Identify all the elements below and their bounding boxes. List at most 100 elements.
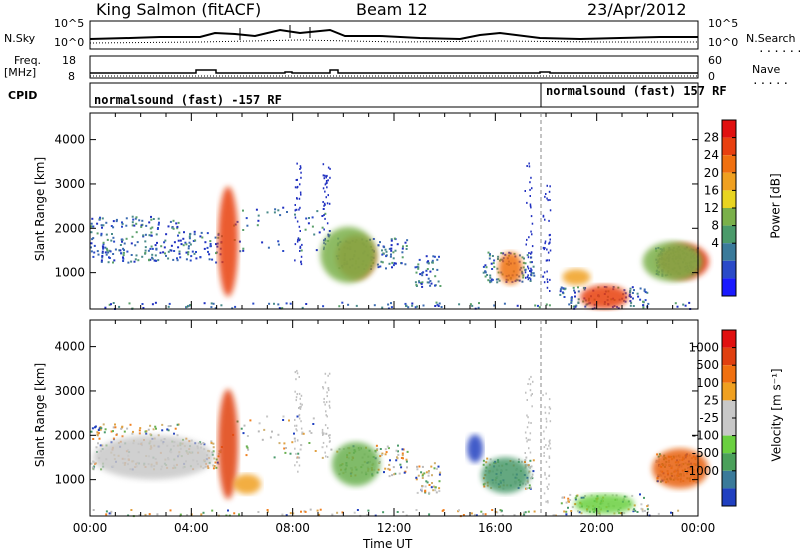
backscatter-point (372, 238, 375, 240)
backscatter-point (393, 237, 396, 240)
backscatter-point (530, 215, 533, 218)
x-tick-label: 08:00 (275, 521, 310, 535)
backscatter-point (388, 463, 391, 466)
backscatter-point (122, 256, 124, 259)
backscatter-point (426, 261, 429, 264)
backscatter-point (436, 258, 439, 261)
backscatter-point (138, 514, 141, 517)
backscatter-point (105, 253, 108, 256)
backscatter-point (682, 303, 685, 306)
backscatter-point (323, 202, 326, 205)
backscatter-point (381, 249, 383, 252)
backscatter-point (544, 240, 547, 243)
backscatter-point (322, 187, 325, 190)
backscatter-point (300, 255, 303, 258)
backscatter-point (109, 512, 112, 515)
backscatter-point (484, 264, 487, 267)
backscatter-patch (93, 435, 214, 480)
nsky-tick-bottom: 10^0 (54, 36, 85, 49)
backscatter-point (521, 272, 524, 275)
backscatter-point (639, 493, 641, 496)
backscatter-point (305, 303, 308, 305)
backscatter-point (311, 216, 314, 219)
backscatter-point (526, 238, 528, 241)
backscatter-point (524, 431, 527, 434)
backscatter-point (623, 289, 626, 292)
backscatter-point (502, 252, 505, 255)
backscatter-point (433, 467, 436, 470)
backscatter-point (428, 491, 431, 494)
backscatter-point (176, 423, 179, 426)
backscatter-point (387, 467, 390, 470)
backscatter-point (629, 289, 632, 292)
backscatter-point (420, 471, 423, 474)
backscatter-point (144, 246, 147, 249)
backscatter-point (112, 302, 115, 304)
backscatter-point (545, 193, 547, 195)
backscatter-point (188, 237, 191, 240)
backscatter-point (527, 267, 530, 270)
backscatter-point (329, 167, 331, 170)
backscatter-point (642, 306, 645, 309)
colorbar-segment (722, 120, 736, 138)
backscatter-point (458, 303, 461, 306)
backscatter-point (628, 295, 631, 298)
nsearch-tick-top: 10^5 (708, 17, 739, 30)
backscatter-point (238, 513, 240, 516)
backscatter-point (243, 424, 246, 427)
backscatter-point (157, 227, 159, 229)
backscatter-point (637, 295, 640, 298)
colorbar-segment (722, 453, 736, 471)
nave-label: Nave (752, 63, 781, 76)
backscatter-point (559, 290, 562, 293)
backscatter-point (118, 249, 121, 252)
backscatter-point (527, 438, 529, 441)
colorbar-segment (722, 155, 736, 173)
backscatter-point (417, 263, 420, 266)
backscatter-point (529, 451, 532, 454)
backscatter-point (98, 437, 101, 440)
backscatter-point (147, 249, 150, 252)
backscatter-point (294, 204, 296, 206)
colorbar-segment (722, 208, 736, 226)
backscatter-point (475, 514, 478, 517)
backscatter-point (263, 428, 266, 431)
backscatter-point (151, 253, 154, 256)
backscatter-point (298, 464, 301, 467)
backscatter-point (101, 217, 104, 220)
backscatter-point (575, 495, 578, 498)
colorbar-segment (722, 418, 736, 436)
backscatter-point (325, 455, 327, 458)
backscatter-point (524, 262, 527, 265)
nsearch-tick-bottom: 10^0 (708, 36, 739, 49)
backscatter-point (183, 231, 185, 234)
backscatter-point (401, 256, 404, 259)
colorbar-segment (722, 488, 736, 506)
backscatter-point (294, 424, 296, 427)
backscatter-point (394, 249, 397, 252)
backscatter-point (548, 412, 550, 415)
backscatter-point (257, 219, 260, 222)
backscatter-point (489, 274, 492, 277)
backscatter-point (546, 184, 548, 187)
backscatter-point (328, 436, 331, 439)
power-colorbar: 28 24 20 16 12 8 4 (704, 119, 737, 297)
colorbar-segment (722, 243, 736, 261)
backscatter-point (295, 399, 297, 402)
freq-trace (90, 69, 698, 74)
backscatter-point (482, 463, 485, 466)
backscatter-point (388, 247, 391, 250)
backscatter-point (388, 262, 391, 265)
backscatter-point (302, 432, 305, 435)
station-title: King Salmon (fitACF) (96, 0, 262, 19)
backscatter-point (261, 438, 264, 441)
backscatter-point (278, 442, 281, 445)
backscatter-point (629, 300, 632, 303)
backscatter-point (529, 278, 532, 281)
backscatter-point (325, 196, 327, 199)
backscatter-point (544, 411, 547, 414)
backscatter-point (420, 282, 423, 285)
backscatter-point (341, 511, 344, 514)
backscatter-point (298, 376, 300, 378)
backscatter-point (548, 406, 551, 409)
